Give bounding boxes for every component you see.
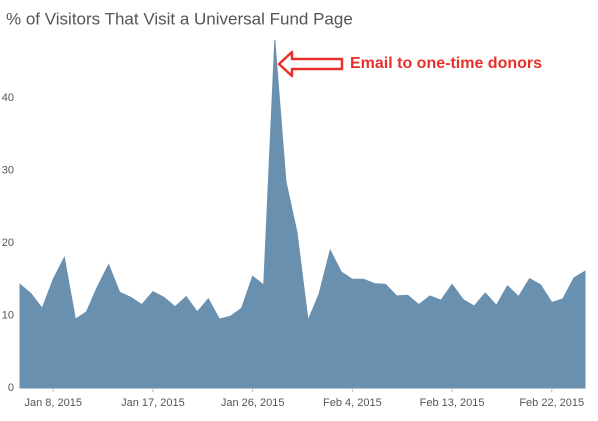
annotation: Email to one-time donors xyxy=(350,55,542,72)
chart-title: % of Visitors That Visit a Universal Fun… xyxy=(6,9,353,28)
x-tick-label: Jan 8, 2015 xyxy=(24,397,82,409)
y-tick-label: 40 xyxy=(2,92,14,104)
area xyxy=(19,39,586,389)
y-tick-label: 10 xyxy=(2,309,14,321)
y-tick-label: 20 xyxy=(2,237,14,249)
x-tick-label: Jan 17, 2015 xyxy=(121,397,185,409)
y-tick-label: 0 xyxy=(8,382,14,394)
x-tick-label: Jan 26, 2015 xyxy=(221,397,285,409)
annotation-arrow xyxy=(277,50,344,78)
x-tick-label: Feb 13, 2015 xyxy=(420,397,485,409)
x-tick-label: Feb 22, 2015 xyxy=(519,397,584,409)
plot-area xyxy=(19,39,586,389)
y-tick-label: 30 xyxy=(2,164,14,176)
x-tick-label: Feb 4, 2015 xyxy=(323,397,382,409)
